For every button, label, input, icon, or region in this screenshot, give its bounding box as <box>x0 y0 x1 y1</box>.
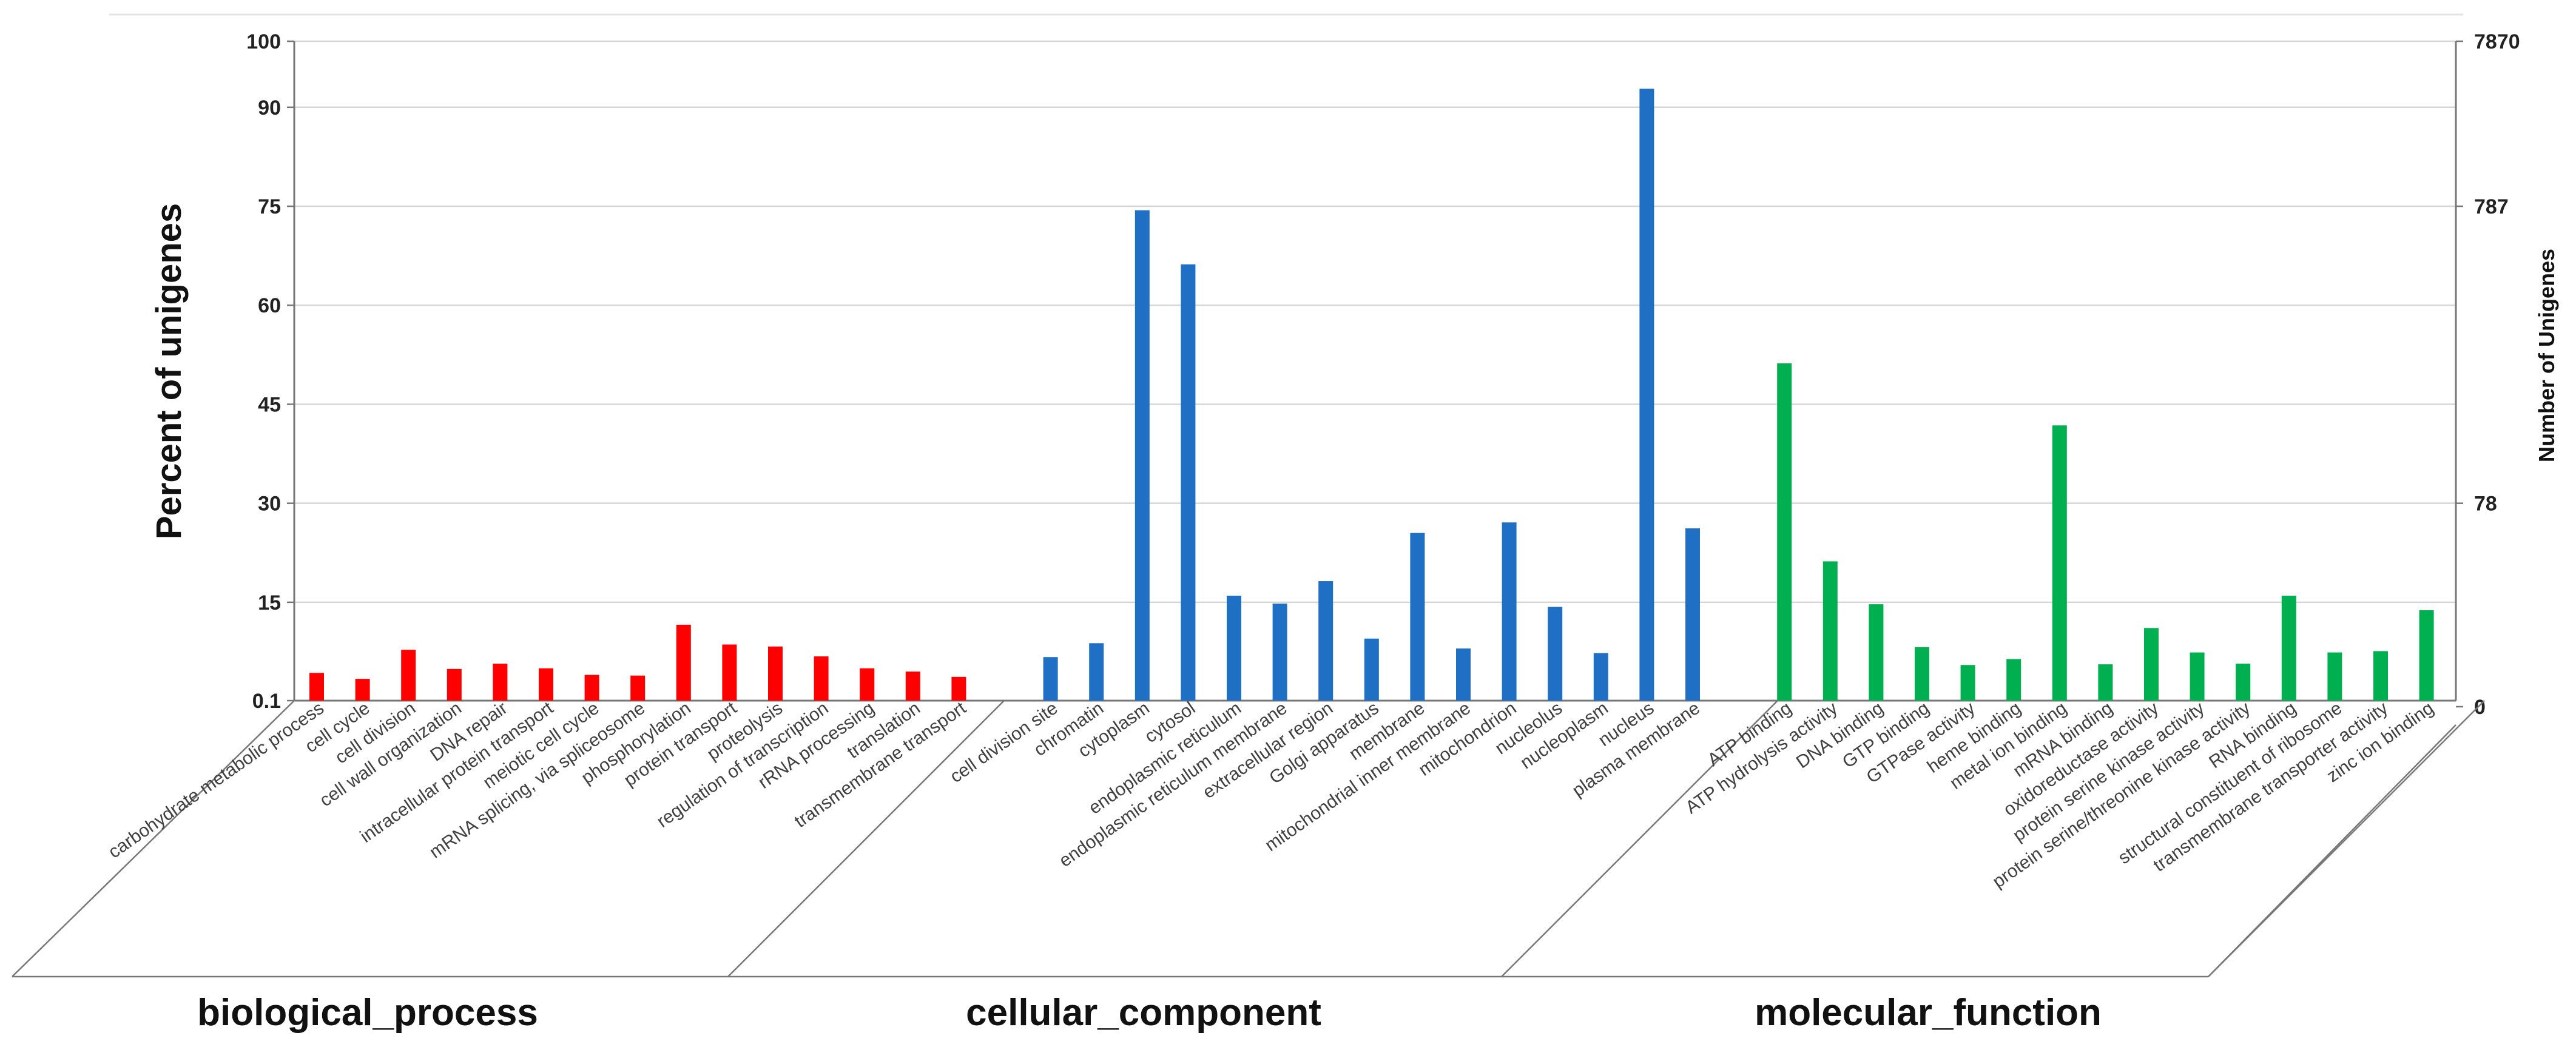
bar <box>1639 89 1654 701</box>
y-tick-label-right: 787 <box>2474 195 2509 218</box>
bar <box>2052 425 2067 701</box>
bar <box>1548 607 1563 701</box>
y-tick-label-left: 30 <box>258 493 281 516</box>
floor-divider <box>727 700 1005 977</box>
bar <box>2006 659 2021 701</box>
bar <box>584 675 599 701</box>
bar <box>676 624 691 701</box>
bar <box>1043 657 1058 701</box>
bar <box>1456 648 1471 701</box>
bar <box>2190 652 2205 701</box>
bar <box>1502 522 1517 701</box>
group-label: molecular_function <box>1755 992 2102 1034</box>
bars <box>309 89 2434 701</box>
y-tick-label-left: 90 <box>258 96 281 120</box>
bar <box>2327 652 2342 701</box>
bar <box>1272 604 1287 701</box>
bar <box>2144 628 2159 701</box>
floor-divider <box>1501 700 1778 977</box>
bar <box>1822 561 1838 701</box>
floor-divider <box>12 700 295 977</box>
bar <box>309 673 324 701</box>
bar <box>1685 528 1700 701</box>
gridlines <box>294 40 2456 604</box>
bar <box>539 668 553 701</box>
bar <box>1915 647 1929 701</box>
y-tick-label-left: 100 <box>246 30 281 53</box>
bar <box>814 656 829 701</box>
bar <box>2419 610 2434 701</box>
y-tick-label-left: 75 <box>258 195 281 218</box>
bar <box>1318 581 1334 701</box>
bar <box>1777 363 1792 701</box>
axes <box>109 13 2463 708</box>
category-label: carbohydrate metabolic process <box>105 698 328 863</box>
y-tick-label-left: 60 <box>258 294 281 317</box>
y-tick-label-left: 45 <box>258 393 281 416</box>
bar <box>768 646 783 701</box>
bar <box>493 664 508 701</box>
bar <box>2236 664 2251 701</box>
bar <box>1181 264 1196 701</box>
bar <box>2098 664 2113 701</box>
bar <box>1869 604 1884 701</box>
tick-labels: 100 90 75 60 45 30 15 0.1 7870 787 78 0 <box>246 30 2520 719</box>
y-tick-label-right: 78 <box>2474 493 2497 516</box>
bar <box>1364 638 1379 701</box>
bar <box>951 676 966 701</box>
bar <box>2281 595 2296 701</box>
bar <box>2373 651 2388 701</box>
bar <box>447 668 462 701</box>
floor-divider <box>2208 724 2456 977</box>
bar <box>355 679 370 701</box>
bar <box>905 672 920 701</box>
group-label: cellular_component <box>966 992 1321 1034</box>
bar <box>401 650 416 701</box>
bar <box>860 668 875 701</box>
bar <box>1227 595 1241 701</box>
bar <box>1089 643 1104 701</box>
bar <box>1410 533 1425 701</box>
bar <box>722 644 737 701</box>
y-tick-label-left: 15 <box>258 591 281 614</box>
y-axis-title-left: Percent of unigenes <box>149 203 189 539</box>
group-labels: biological_process cellular_component mole… <box>197 992 2102 1034</box>
bar <box>1593 653 1608 701</box>
bar <box>1960 665 1975 701</box>
y-axis-title-right: Number of Unigenes <box>2534 249 2559 462</box>
y-tick-label-right: 7870 <box>2474 30 2520 53</box>
category-floor <box>12 700 2485 978</box>
y-tick-label-right: 0 <box>2474 696 2486 719</box>
bar <box>630 675 646 701</box>
y-tick-label-left: 0.1 <box>252 690 281 713</box>
group-label: biological_process <box>197 992 538 1034</box>
bar <box>1135 210 1150 701</box>
